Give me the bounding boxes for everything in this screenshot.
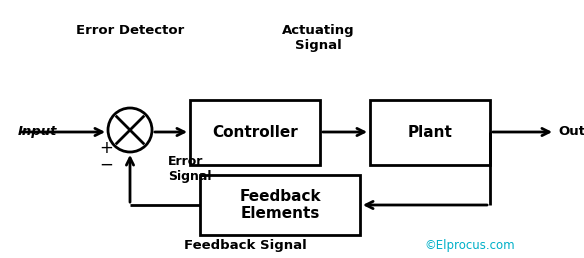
Text: Error
Signal: Error Signal <box>168 155 211 183</box>
Bar <box>370 100 490 165</box>
Text: Feedback
Elements: Feedback Elements <box>239 189 321 221</box>
Text: ©Elprocus.com: ©Elprocus.com <box>425 238 515 252</box>
Text: −: − <box>99 156 113 174</box>
Text: Controller: Controller <box>212 125 298 140</box>
Text: Output: Output <box>558 125 584 139</box>
Text: Actuating
Signal: Actuating Signal <box>281 24 354 52</box>
Text: Input: Input <box>18 125 57 139</box>
Text: Error Detector: Error Detector <box>76 23 184 36</box>
Text: Plant: Plant <box>408 125 453 140</box>
Bar <box>190 100 320 165</box>
Bar <box>200 175 360 235</box>
Text: +: + <box>99 139 113 157</box>
Text: Feedback Signal: Feedback Signal <box>183 238 307 252</box>
